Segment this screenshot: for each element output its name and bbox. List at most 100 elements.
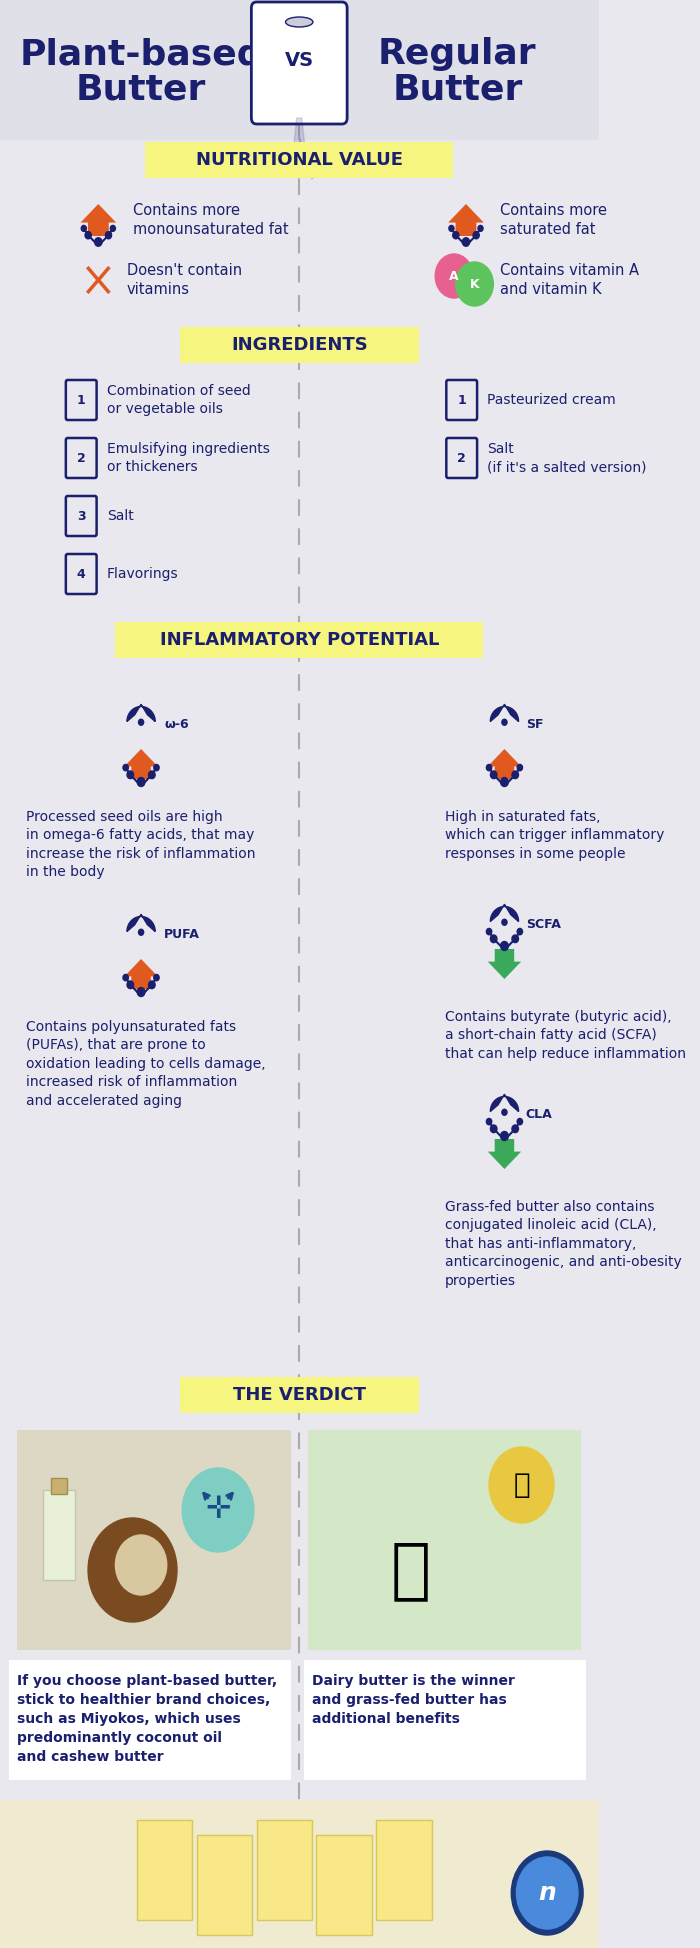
Circle shape [88,1517,177,1623]
Polygon shape [293,119,306,158]
Text: 1: 1 [77,393,85,407]
Text: THE VERDICT: THE VERDICT [233,1385,366,1405]
Circle shape [116,1535,167,1595]
Text: 3: 3 [77,510,85,522]
Bar [0,0,598,140]
Text: 1: 1 [457,393,466,407]
Text: Contains vitamin A
and vitamin K: Contains vitamin A and vitamin K [500,263,639,298]
Text: Dairy butter is the winner
and grass-fed butter has
additional benefits: Dairy butter is the winner and grass-fed… [312,1673,515,1726]
Text: Contains more
saturated fat: Contains more saturated fat [500,203,607,238]
Text: 🏆: 🏆 [513,1471,530,1500]
Text: Plant-based
Butter: Plant-based Butter [20,37,263,107]
Polygon shape [448,205,484,236]
Polygon shape [125,748,158,779]
Polygon shape [488,949,521,980]
Text: Contains butyrate (butyric acid),
a short-chain fatty acid (SCFA)
that can help : Contains butyrate (butyric acid), a shor… [444,1009,685,1062]
Text: Salt: Salt [107,508,134,522]
Bar [43,1490,75,1580]
Text: CLA: CLA [526,1108,552,1120]
Circle shape [85,232,91,240]
Bar [304,1660,586,1780]
Circle shape [123,974,128,980]
Circle shape [512,1126,519,1132]
Polygon shape [488,748,521,779]
Text: Contains polyunsaturated fats
(PUFAs), that are prone to
oxidation leading to ce: Contains polyunsaturated fats (PUFAs), t… [26,1021,265,1108]
Text: Regular
Butter: Regular Butter [378,37,537,107]
Polygon shape [490,705,519,721]
Text: ✛: ✛ [205,1496,231,1525]
Text: Grass-fed butter also contains
conjugated linoleic acid (CLA),
that has anti-inf: Grass-fed butter also contains conjugate… [444,1200,681,1288]
Circle shape [127,771,134,779]
Circle shape [491,935,497,943]
Circle shape [500,918,509,927]
Circle shape [473,232,480,240]
Polygon shape [125,958,158,990]
Bar [308,1430,582,1650]
Bar [116,621,483,658]
Circle shape [81,226,86,232]
Circle shape [512,771,519,779]
Text: NUTRITIONAL VALUE: NUTRITIONAL VALUE [196,152,402,169]
Circle shape [517,929,522,935]
Text: K: K [470,277,480,290]
Circle shape [462,238,470,245]
Bar [180,327,419,362]
Circle shape [486,929,492,935]
Bar [316,1835,372,1934]
Circle shape [491,771,497,779]
Circle shape [486,764,492,771]
Circle shape [449,226,454,232]
Ellipse shape [286,18,313,27]
Circle shape [502,719,507,725]
Circle shape [94,238,102,245]
Circle shape [502,919,507,925]
Circle shape [486,1118,492,1124]
Text: SCFA: SCFA [526,918,561,931]
Bar [0,1800,598,1948]
Circle shape [127,982,134,990]
Text: Contains more
monounsaturated fat: Contains more monounsaturated fat [132,203,288,238]
Polygon shape [488,1140,521,1169]
Circle shape [106,232,111,240]
Circle shape [456,261,493,306]
Polygon shape [127,914,155,931]
Text: A: A [449,269,459,282]
Circle shape [123,764,128,771]
Circle shape [517,1856,578,1929]
Bar [146,142,453,177]
Bar [136,1819,192,1921]
Text: INFLAMMATORY POTENTIAL: INFLAMMATORY POTENTIAL [160,631,439,649]
Circle shape [137,927,145,937]
Bar [197,1835,252,1934]
Bar [17,1430,290,1650]
Circle shape [154,764,159,771]
Circle shape [478,226,483,232]
Text: INGREDIENTS: INGREDIENTS [231,335,368,355]
Circle shape [139,719,143,725]
Text: Pasteurized cream: Pasteurized cream [487,393,616,407]
Circle shape [154,974,159,980]
Circle shape [182,1469,254,1553]
Circle shape [500,941,508,951]
Circle shape [137,988,145,997]
Circle shape [500,717,509,727]
Bar [376,1819,432,1921]
Text: Doesn't contain
vitamins: Doesn't contain vitamins [127,263,242,298]
Circle shape [139,929,143,935]
Circle shape [491,1126,497,1132]
Circle shape [111,226,116,232]
Circle shape [148,771,155,779]
Bar [256,1819,312,1921]
Text: Emulsifying ingredients
or thickeners: Emulsifying ingredients or thickeners [107,442,270,473]
Circle shape [137,717,145,727]
Circle shape [500,1108,509,1116]
Text: If you choose plant-based butter,
stick to healthier brand choices,
such as Miyo: If you choose plant-based butter, stick … [17,1673,277,1763]
Circle shape [148,982,155,990]
Bar [8,1660,290,1780]
Text: High in saturated fats,
which can trigger inflammatory
responses in some people: High in saturated fats, which can trigge… [444,810,664,861]
Bar [51,1479,66,1494]
Text: Processed seed oils are high
in omega-6 fatty acids, that may
increase the risk : Processed seed oils are high in omega-6 … [26,810,255,879]
Circle shape [500,1132,508,1140]
Text: SF: SF [526,717,543,730]
Text: Salt
(if it's a salted version): Salt (if it's a salted version) [487,442,647,473]
